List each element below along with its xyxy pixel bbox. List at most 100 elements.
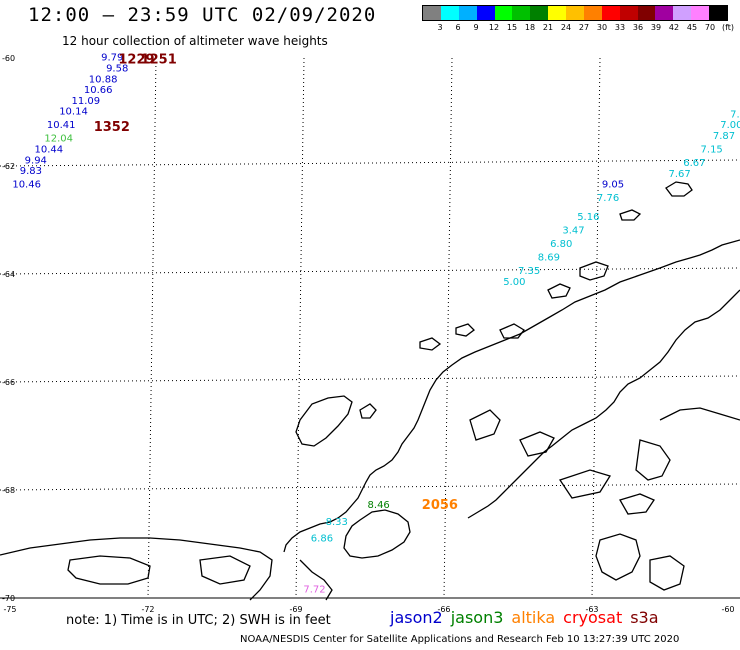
- color-scale-label: 30: [596, 23, 608, 32]
- wave-height-label: 6.86: [311, 533, 333, 544]
- longitude-label: -72: [141, 605, 154, 614]
- meridian-line: [147, 57, 157, 599]
- satellite-legend: jason2 jason3 altika cryosat s3a: [390, 608, 667, 627]
- meridian-line: [591, 57, 601, 599]
- wave-height-label: 10.46: [12, 180, 41, 191]
- wave-height-label: 10.66: [84, 85, 113, 96]
- color-swatch: [709, 6, 727, 20]
- wave-height-label: 7.76: [597, 193, 619, 204]
- color-scale-label: 6: [455, 23, 461, 32]
- latitude-label: -60: [2, 54, 15, 63]
- wave-height-label: 9.05: [602, 180, 624, 191]
- legend-item: cryosat: [563, 608, 623, 627]
- color-swatch: [423, 6, 441, 20]
- color-scale-label: 21: [542, 23, 554, 32]
- wave-height-label: 9.58: [106, 64, 128, 75]
- color-swatch: [673, 6, 692, 20]
- legend-item: jason2: [390, 608, 443, 627]
- wave-height-label: 7.15: [701, 145, 723, 156]
- color-scale-swatches: [422, 5, 728, 21]
- wave-height-label: 12.04: [44, 134, 73, 145]
- longitude-label: -60: [721, 605, 734, 614]
- wave-height-label: 6.67: [683, 158, 705, 169]
- parallel-line: [0, 483, 740, 491]
- parallel-line: [0, 159, 740, 167]
- wave-height-label: 10.44: [35, 145, 64, 156]
- latitude-label: -64: [2, 270, 15, 279]
- pass-time-label: 2056: [422, 498, 458, 513]
- color-swatch: [655, 6, 674, 20]
- color-swatch: [548, 6, 566, 20]
- legend-item: s3a: [630, 608, 659, 627]
- color-swatch: [458, 6, 477, 20]
- color-scale-label: 24: [560, 23, 572, 32]
- color-scale-labels: 3 6 9 12 15 18 21 24 27 30 33 36 39 42 45 70 (ft): [422, 21, 734, 35]
- color-scale-label: 9: [473, 23, 479, 32]
- color-swatch: [601, 6, 620, 20]
- pass-time-label: 1229: [118, 52, 154, 67]
- color-swatch: [619, 6, 638, 20]
- latitude-label: -70: [2, 594, 15, 603]
- color-scale-label: 3: [437, 23, 443, 32]
- credit-line: NOAA/NESDIS Center for Satellite Applica…: [240, 634, 680, 645]
- wave-height-label: 8.69: [538, 253, 560, 264]
- altimeter-tracks: 9.799.5810.8810.6611.0910.1410.4110.449.…: [12, 52, 740, 595]
- wave-height-label: 10.88: [89, 74, 118, 85]
- color-scale-label: (ft): [721, 23, 735, 32]
- meridian-line: [295, 57, 305, 599]
- latitude-label: -66: [2, 378, 15, 387]
- legend-item: altika: [511, 608, 556, 627]
- longitude-label: -69: [289, 605, 302, 614]
- lat-lon-grid: [0, 57, 740, 599]
- color-swatch: [583, 6, 602, 20]
- wave-height-label: 10.41: [47, 120, 76, 131]
- wave-height-label: 9.94: [25, 155, 47, 166]
- wave-height-label: 5.00: [503, 277, 525, 288]
- color-swatch: [494, 6, 513, 20]
- pass-time-label: 1352: [94, 120, 130, 135]
- wave-height-label: 8.46: [368, 500, 390, 511]
- color-swatch: [566, 6, 584, 20]
- color-scale-label: 70: [704, 23, 716, 32]
- color-scale-label: 12: [488, 23, 500, 32]
- wave-height-label: 11.09: [72, 96, 101, 107]
- coastline: [0, 181, 740, 601]
- wave-height-label: 7.00: [720, 120, 740, 131]
- wave-height-label: 7.67: [668, 169, 690, 180]
- color-swatch: [512, 6, 531, 20]
- wave-height-label: 3.47: [562, 226, 584, 237]
- color-scale-label: 27: [578, 23, 590, 32]
- legend-item: jason3: [450, 608, 504, 627]
- longitude-label: -63: [585, 605, 598, 614]
- parallel-line: [0, 267, 740, 275]
- wave-height-label: 7.35: [518, 266, 540, 277]
- color-scale-label: 15: [506, 23, 518, 32]
- color-swatch: [691, 6, 709, 20]
- meridian-line: [443, 57, 453, 599]
- parallel-line: [0, 375, 740, 383]
- color-swatch: [637, 6, 656, 20]
- color-swatch: [530, 6, 549, 20]
- color-scale-label: 42: [668, 23, 680, 32]
- color-scale-label: 39: [650, 23, 662, 32]
- color-scale-label: 36: [632, 23, 644, 32]
- page-title: 12:00 – 23:59 UTC 02/09/2020: [28, 4, 377, 26]
- color-scale-label: 45: [686, 23, 698, 32]
- footer-note: note: 1) Time is in UTC; 2) SWH is in fe…: [66, 613, 331, 628]
- wave-height-label: 6.80: [550, 239, 572, 250]
- wave-height-label: 7.: [730, 109, 740, 120]
- wave-height-label: 9.83: [20, 166, 42, 177]
- color-scale: 3 6 9 12 15 18 21 24 27 30 33 36 39 42 45 70 (ft): [422, 5, 734, 35]
- latitude-label: -62: [2, 162, 15, 171]
- wave-height-label: 9.79: [101, 53, 123, 64]
- color-swatch: [440, 6, 459, 20]
- pass-time-label: 1251: [141, 52, 177, 67]
- longitude-label: -75: [3, 605, 16, 614]
- color-scale-label: 18: [524, 23, 536, 32]
- wave-height-label: 10.14: [59, 107, 88, 118]
- color-scale-label: 33: [614, 23, 626, 32]
- wave-height-label: 7.72: [303, 585, 325, 596]
- color-swatch: [476, 6, 495, 20]
- axis-labels: -60 -62 -64 -66 -68 -70 -75 -72 -69 -66 -63 -60: [2, 54, 735, 614]
